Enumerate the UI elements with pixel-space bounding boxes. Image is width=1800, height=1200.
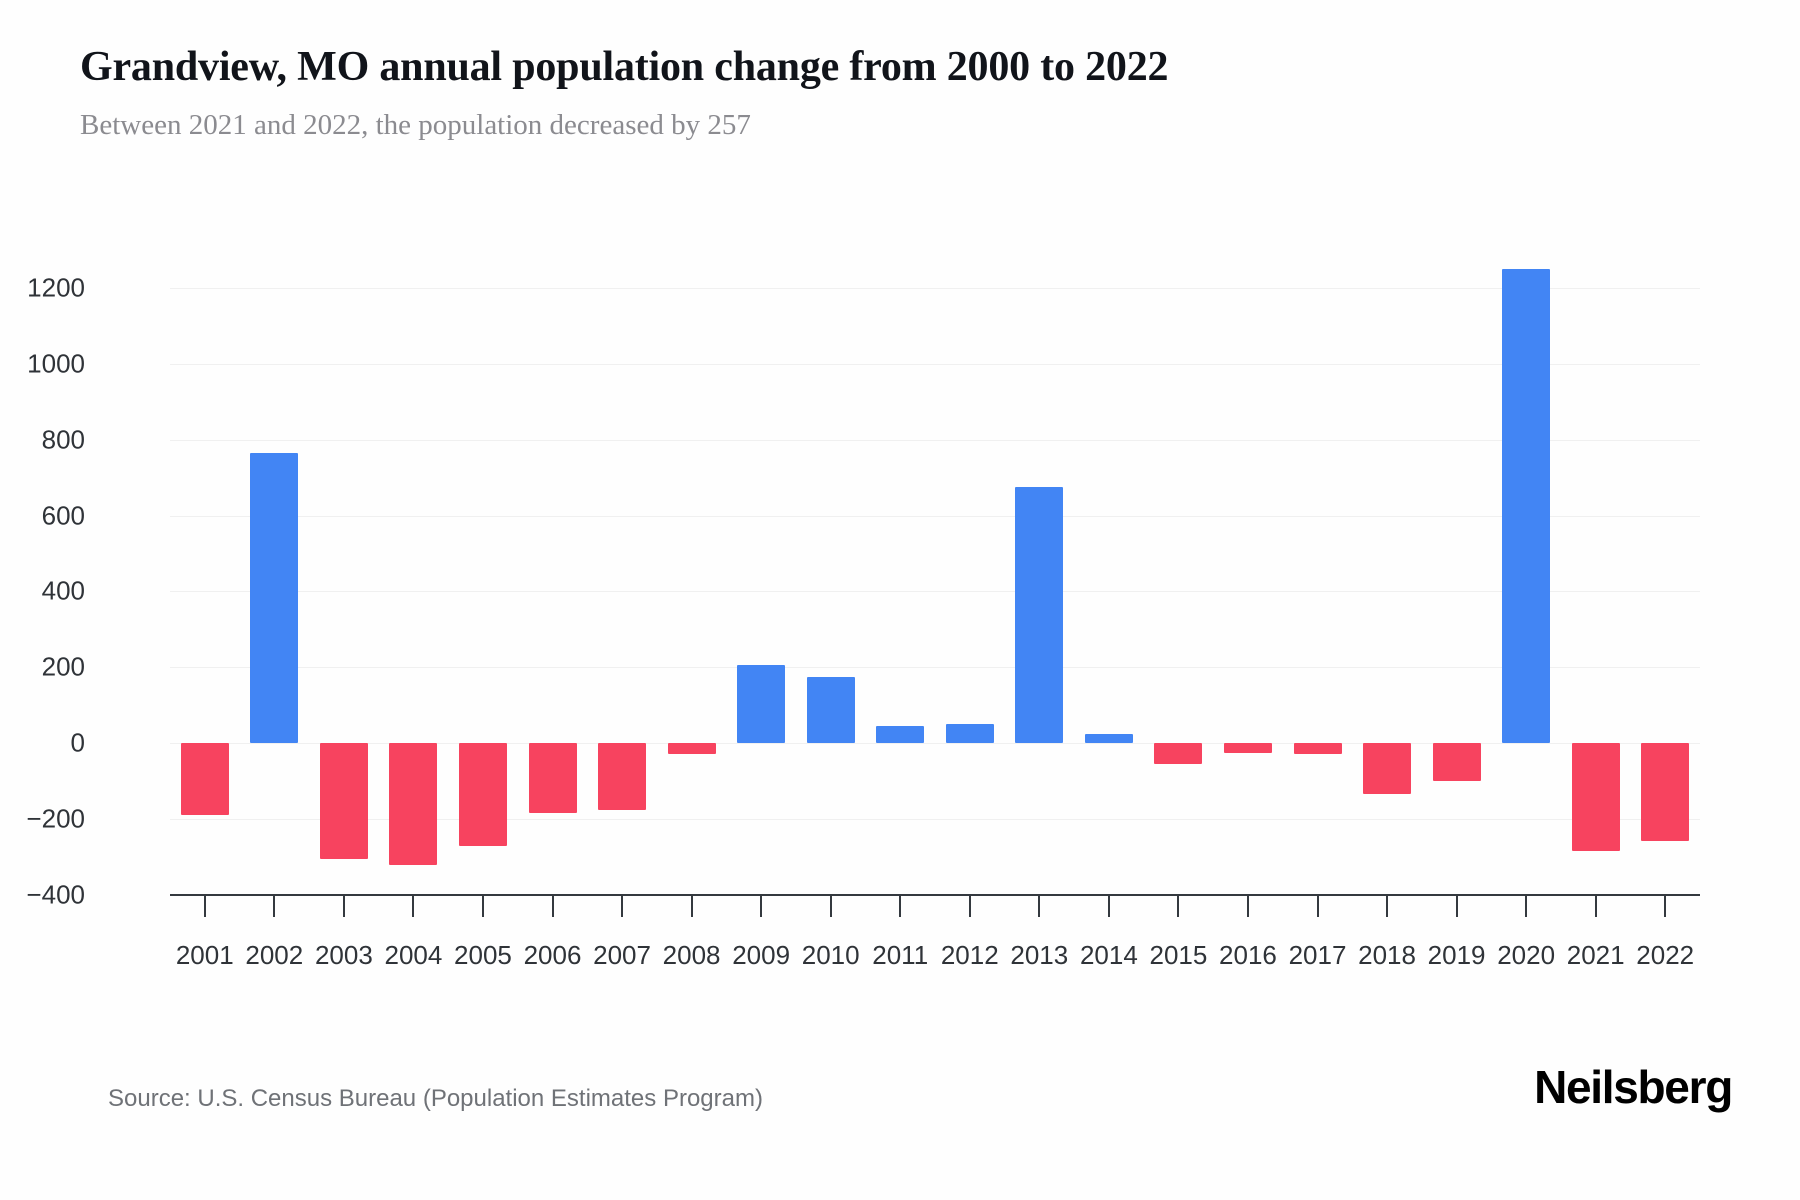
bar-2019[interactable] (1432, 743, 1481, 782)
xaxis-tick-label: 2007 (593, 940, 651, 970)
gridline (170, 287, 1700, 289)
brand-logo: Neilsberg (1534, 1061, 1733, 1113)
bar-2002[interactable] (250, 452, 299, 744)
xaxis-tick-label: 2010 (801, 940, 860, 970)
xaxis-tickmark (1107, 895, 1110, 917)
bar-2011[interactable] (876, 726, 925, 744)
bar-2007[interactable] (598, 743, 647, 810)
xaxis-tick-label: 2005 (454, 940, 512, 970)
yaxis-tick-label: 1200 (27, 272, 85, 303)
bar-2003[interactable] (319, 743, 368, 859)
yaxis-tick-label: −400 (26, 879, 85, 910)
bar-2013[interactable] (1015, 487, 1064, 744)
xaxis-tick-label: 2004 (384, 940, 443, 970)
xaxis-tick-label: 2001 (175, 940, 234, 970)
xaxis-tick-label: 2014 (1079, 940, 1138, 970)
xaxis-tickmark (1316, 895, 1319, 917)
bar-2022[interactable] (1641, 743, 1690, 841)
gridline (170, 743, 1700, 745)
bar-2006[interactable] (528, 743, 577, 814)
xaxis-tick-label: 2019 (1427, 940, 1486, 970)
xaxis-tickmark (621, 895, 624, 917)
yaxis-tick-label: 400 (41, 575, 85, 606)
gridline (170, 363, 1700, 365)
bar-2016[interactable] (1223, 743, 1272, 753)
bar-2005[interactable] (458, 743, 507, 846)
bar-2015[interactable] (1154, 743, 1203, 765)
bar-2021[interactable] (1571, 743, 1620, 852)
xaxis-tickmark (1455, 895, 1458, 917)
bar-2008[interactable] (667, 743, 716, 754)
x-axis-line (170, 894, 1700, 896)
xaxis-tick-label: 2016 (1219, 940, 1277, 970)
xaxis-tick-label: 2020 (1497, 940, 1556, 970)
xaxis-tickmark (1664, 895, 1667, 917)
xaxis-tick-label: 2013 (1010, 940, 1069, 970)
yaxis-tick-label: 600 (41, 500, 85, 531)
xaxis-tickmark (203, 895, 206, 917)
gridline (170, 515, 1700, 517)
xaxis-tickmark (690, 895, 693, 917)
xaxis-tickmark (1246, 895, 1249, 917)
xaxis-tick-label: 2003 (314, 940, 373, 970)
bar-2020[interactable] (1502, 268, 1551, 744)
yaxis-tick-label: 1000 (27, 348, 85, 379)
xaxis-tickmark (968, 895, 971, 917)
xaxis-tickmark (1594, 895, 1597, 917)
xaxis-tick-label: 2022 (1636, 940, 1695, 970)
xaxis-tick-label: 2006 (523, 940, 582, 970)
gridline (170, 819, 1700, 821)
xaxis-tickmark (273, 895, 276, 917)
gridline (170, 591, 1700, 593)
xaxis-tick-label: 2015 (1149, 940, 1208, 970)
xaxis-tickmark (1177, 895, 1180, 917)
xaxis-tick-label: 2012 (940, 940, 999, 970)
xaxis-tickmark (481, 895, 484, 917)
gridline (170, 667, 1700, 669)
xaxis-tick-label: 2018 (1358, 940, 1416, 970)
xaxis-tick-label: 2002 (245, 940, 304, 970)
xaxis-tickmark (412, 895, 415, 917)
chart-subtitle: Between 2021 and 2022, the population de… (80, 109, 751, 142)
xaxis-tick-label: 2008 (662, 940, 721, 970)
bar-2017[interactable] (1293, 743, 1342, 754)
plot-area: 2001 2002 2003 2004 2005 2006 2007 2008 2009 2010… (170, 250, 1700, 970)
xaxis-tickmark (1386, 895, 1389, 917)
xaxis-tickmark (829, 895, 832, 917)
bar-2009[interactable] (737, 665, 786, 744)
yaxis-tick-label: 0 (70, 727, 85, 758)
xaxis-tick-label: 2011 (872, 940, 929, 970)
page-title: Grandview, MO annual population change f… (80, 44, 1169, 90)
bar-2010[interactable] (806, 676, 855, 744)
source-note: Source: U.S. Census Bureau (Population E… (108, 1085, 763, 1112)
bar-2012[interactable] (945, 724, 994, 744)
xaxis-tickmark (760, 895, 763, 917)
xaxis-tick-label: 2021 (1566, 940, 1625, 970)
bar-2014[interactable] (1084, 733, 1133, 744)
xaxis-tickmark (342, 895, 345, 917)
yaxis-tick-label: 800 (41, 424, 85, 455)
bar-2001[interactable] (180, 743, 229, 816)
bar-2004[interactable] (389, 743, 438, 865)
yaxis-tick-label: 200 (41, 651, 85, 682)
yaxis-tick-label: −200 (26, 803, 85, 834)
gridline (170, 439, 1700, 441)
xaxis-tick-label: 2017 (1288, 940, 1347, 970)
xaxis-tickmark (899, 895, 902, 917)
bar-2018[interactable] (1363, 743, 1412, 795)
xaxis-tickmark (551, 895, 554, 917)
chart-header: Grandview, MO annual population change f… (80, 44, 1730, 142)
xaxis-tickmark (1525, 895, 1528, 917)
xaxis-tickmark (1038, 895, 1041, 917)
xaxis-tick-label: 2009 (732, 940, 791, 970)
